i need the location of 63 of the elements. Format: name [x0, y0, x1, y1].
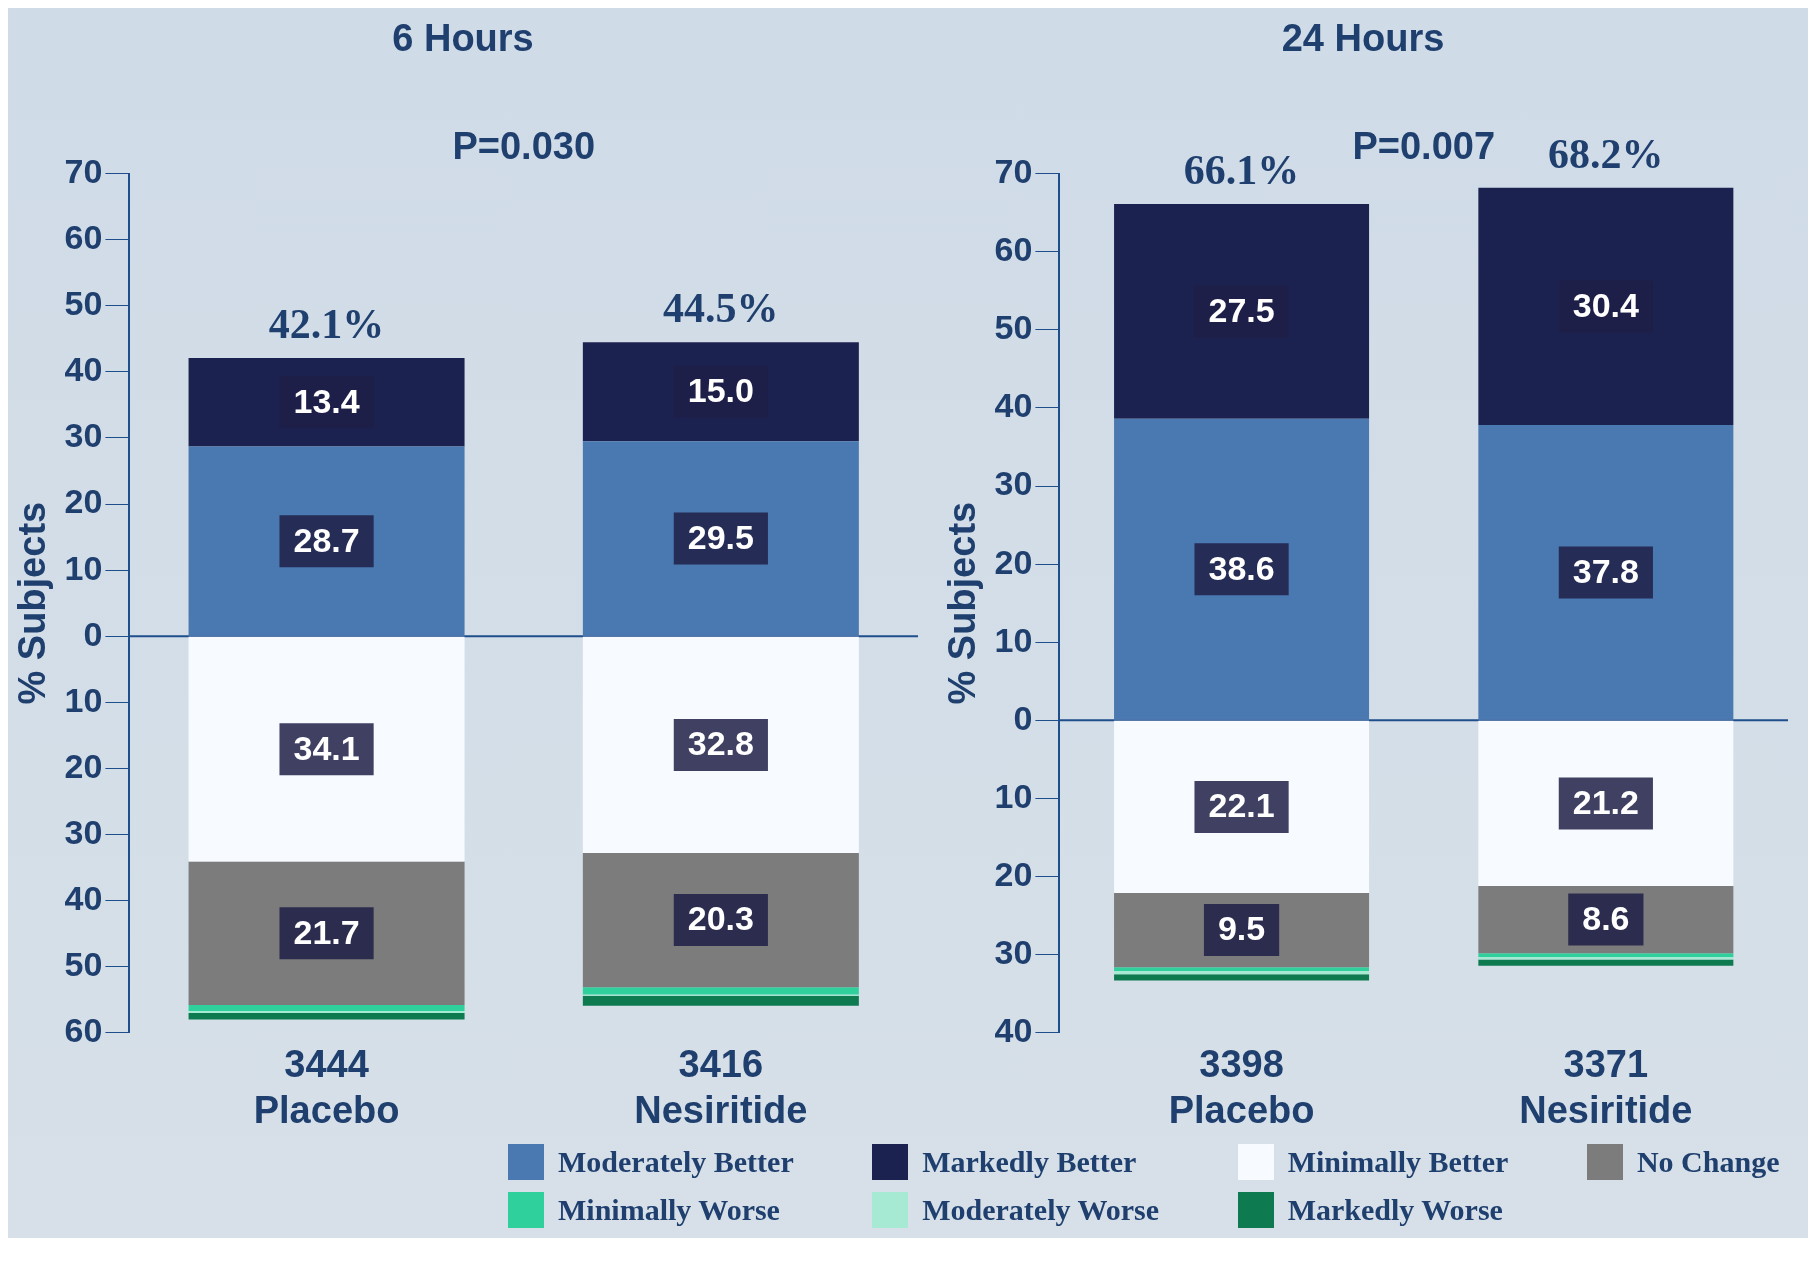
chart-title: 24 Hours	[1281, 17, 1445, 60]
data-label: 38.6	[1208, 548, 1275, 587]
y-tick-label: 40	[994, 386, 1033, 425]
y-tick-label: 20	[64, 482, 103, 521]
y-tick-label: 40	[64, 878, 103, 917]
data-label: 29.5	[687, 517, 754, 556]
y-tick-label: 50	[64, 284, 103, 323]
y-tick-label: 50	[994, 308, 1033, 347]
data-label: 34.1	[293, 728, 360, 767]
y-tick-label: 10	[994, 776, 1033, 815]
y-tick-label: 30	[64, 812, 103, 851]
text: P=0.030	[452, 125, 596, 168]
chart-title: 6 Hours	[392, 17, 534, 60]
y-tick-label: 40	[994, 1011, 1033, 1050]
data-label: 13.4	[293, 381, 360, 420]
legend-label: Minimally Better	[1287, 1145, 1509, 1179]
y-tick-label: 60	[64, 218, 103, 257]
y-tick-label: 10	[994, 620, 1033, 659]
data-label: 32.8	[687, 724, 754, 763]
legend-label: No Change	[1636, 1145, 1780, 1179]
y-tick-label: 30	[64, 416, 103, 455]
annotation: 44.5%	[663, 284, 779, 331]
y-tick-label: 60	[994, 230, 1033, 269]
y-tick-label: 70	[64, 151, 103, 190]
legend-label: Minimally Worse	[558, 1193, 780, 1227]
data-label: 8.6	[1582, 898, 1630, 937]
legend-label: Moderately Worse	[922, 1193, 1160, 1227]
legend-label: Moderately Better	[558, 1145, 794, 1179]
text: P=0.007	[1352, 125, 1496, 168]
annotation: 42.1%	[268, 300, 385, 347]
y-axis-title: % Subjects	[941, 501, 984, 705]
data-label: 30.4	[1572, 285, 1640, 324]
y-tick-label: 60	[64, 1011, 103, 1050]
data-label: 28.7	[293, 520, 360, 559]
x-tick-label: 3416 Nesiritide	[634, 1043, 808, 1131]
y-tick-label: 20	[994, 854, 1033, 893]
x-tick-label: 3398 Placebo	[1168, 1043, 1315, 1131]
y-tick-label: 10	[64, 548, 103, 587]
y-tick-label: 20	[64, 746, 103, 785]
legend-label: Markedly Better	[922, 1145, 1137, 1179]
annotation: 68.2%	[1548, 130, 1664, 177]
data-label: 21.7	[293, 912, 360, 951]
data-label: 9.5	[1217, 909, 1266, 948]
y-tick-label: 50	[64, 945, 103, 984]
y-tick-label: 30	[994, 933, 1033, 972]
x-tick-label: 3371 Nesiritide	[1519, 1043, 1693, 1131]
data-label: 37.8	[1572, 551, 1639, 590]
y-axis-title: % Subjects	[11, 501, 54, 705]
data-label: 21.2	[1572, 782, 1639, 821]
data-label: 22.1	[1208, 786, 1275, 825]
legend-label: Markedly Worse	[1287, 1193, 1503, 1227]
y-tick-label: 10	[64, 680, 103, 719]
y-tick-label: 40	[64, 350, 103, 389]
annotation: 66.1%	[1183, 146, 1300, 193]
data-label: 15.0	[687, 371, 754, 410]
x-tick-label: 3444 Placebo	[253, 1043, 400, 1131]
data-label: 27.5	[1208, 290, 1275, 329]
y-tick-label: 0	[83, 614, 103, 653]
y-tick-label: 0	[1013, 698, 1033, 737]
y-tick-label: 20	[994, 542, 1033, 581]
y-tick-label: 70	[994, 151, 1033, 190]
y-tick-label: 30	[994, 464, 1033, 503]
data-label: 20.3	[687, 899, 754, 938]
